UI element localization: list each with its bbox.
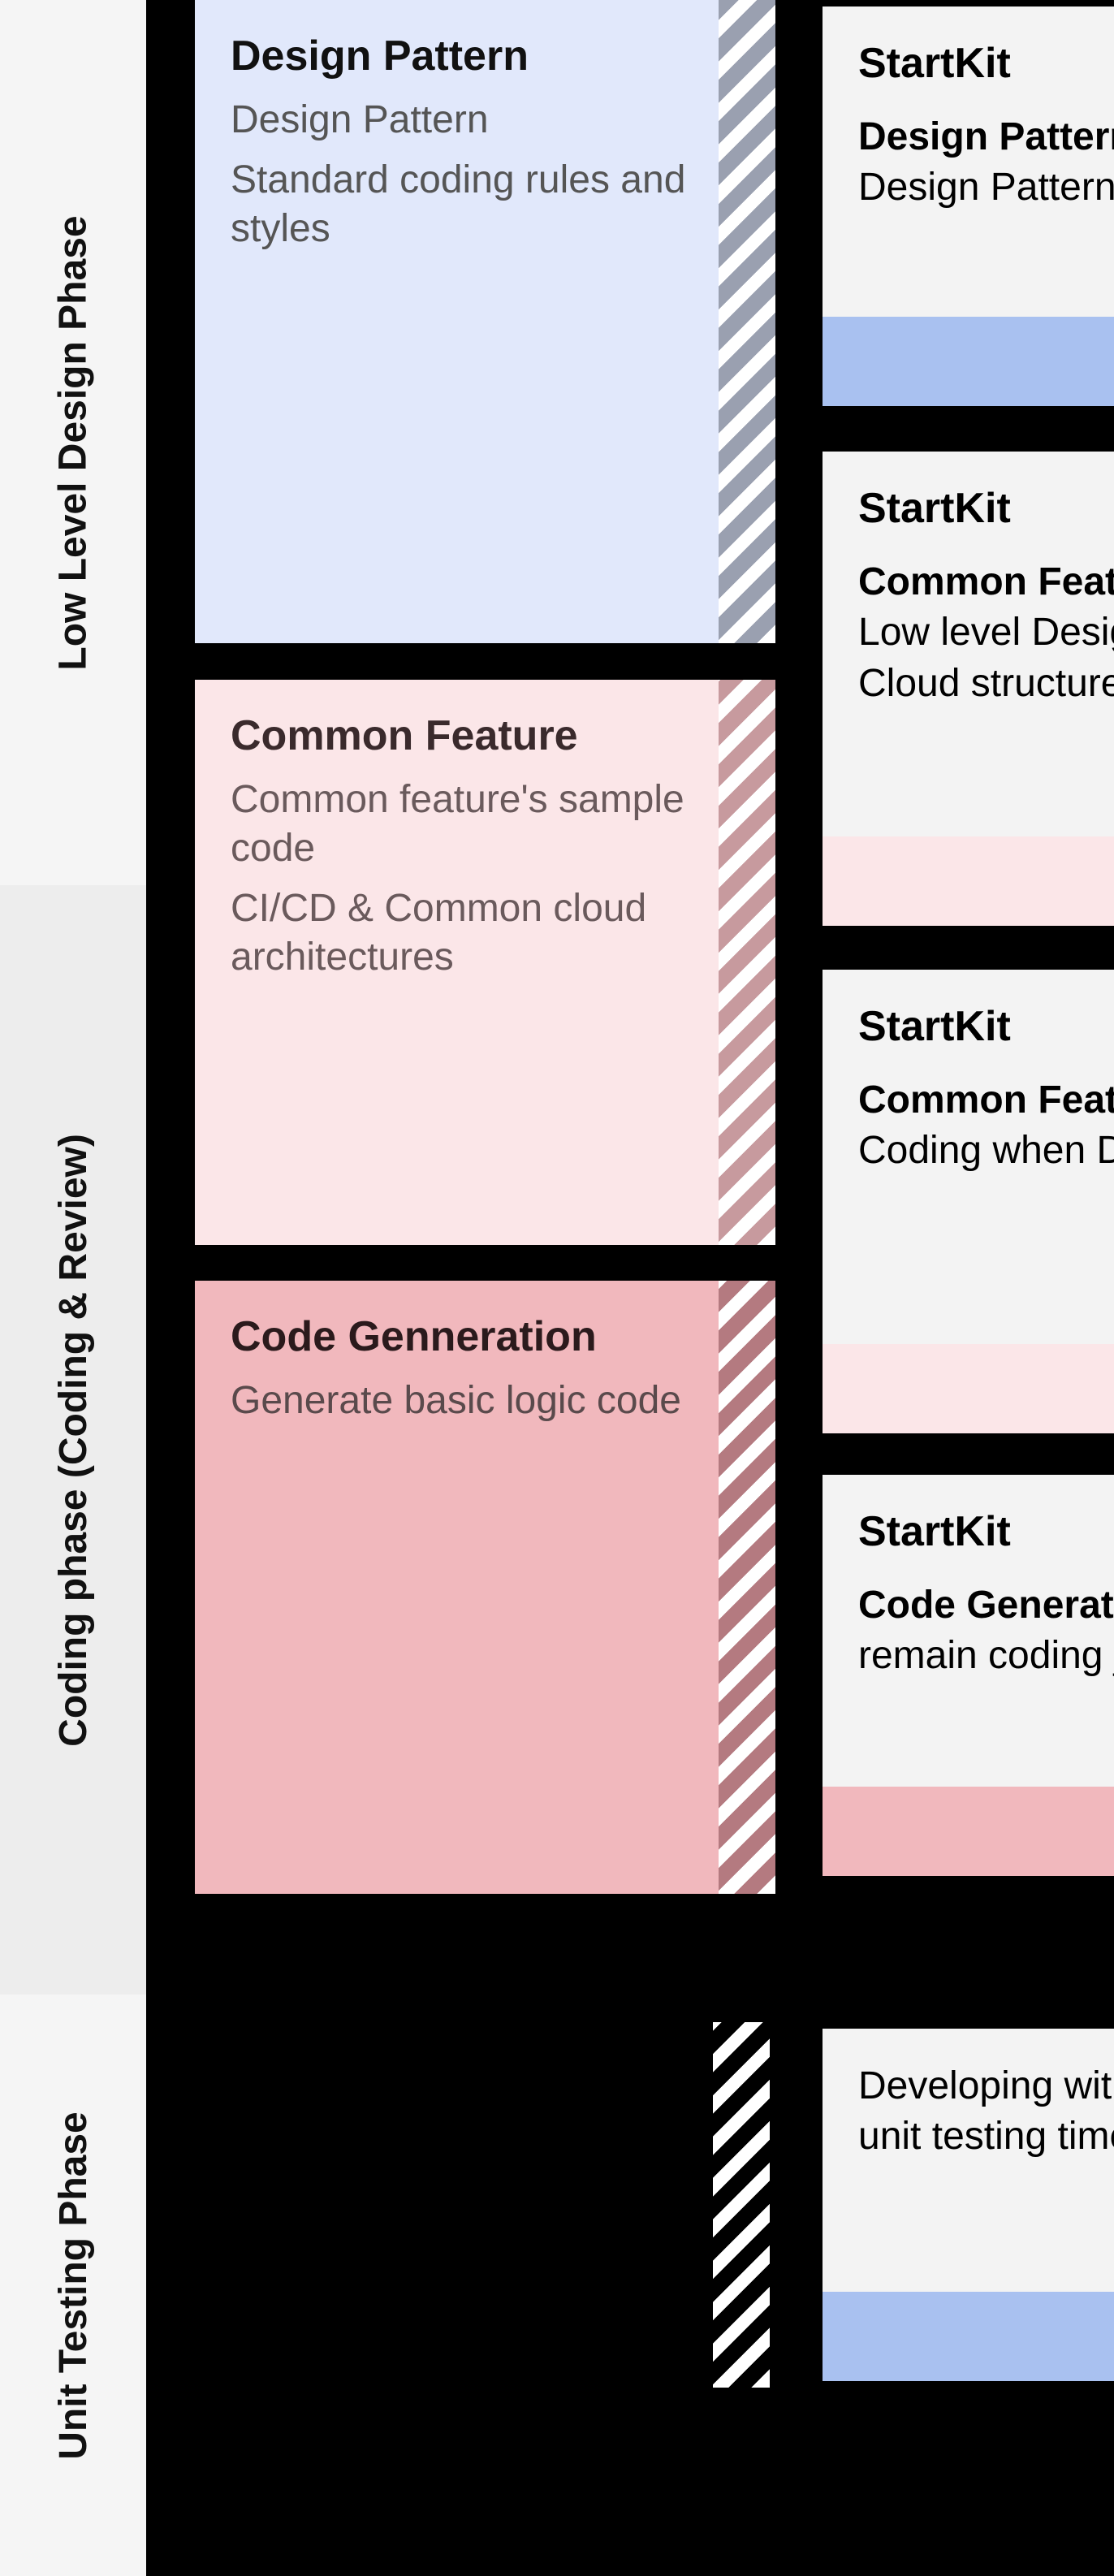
hatch-strip [719,0,775,643]
percent-bar: 30% [823,317,1114,406]
card-design-pattern: Design Pattern Design Pattern Standard c… [195,0,775,643]
info-common-feature-lld: StartKit Common Feature will cover 30% L… [816,445,1114,932]
info-code-generation: StartKit Code Generation will cover 30% … [816,1468,1114,1882]
phase-label: Low Level Design Phase [51,215,96,670]
card-line: CI/CD & Common cloud architectures [231,884,740,982]
info-body: Developing with StartKit will reduce uni… [858,2061,1114,2163]
rail-divider [146,0,153,2576]
hatch-strip-unit-testing [713,2022,770,2388]
phase-rail-unit-testing: Unit Testing Phase [0,1995,146,2576]
percent-bar: 30% [823,2292,1114,2381]
percent-bar: 30% [823,836,1114,926]
hatch-strip [719,680,775,1245]
info-title: StartKit [858,1507,1114,1556]
percent-bar: 30% [823,1344,1114,1433]
card-line: Design Pattern [231,96,740,145]
info-unit-testing: Developing with StartKit will reduce uni… [816,2022,1114,2388]
phase-rail-coding: Coding phase (Coding & Review) [0,885,146,1995]
card-title: Common Feature [231,712,740,761]
percent-bar: 30% [823,1787,1114,1876]
info-body: Design Pattern will cover 30% of Design … [858,112,1114,214]
card-line: Standard coding rules and styles [231,156,740,253]
info-body: Common Feature will cover 30% of Coding … [858,1075,1114,1177]
card-title: Code Genneration [231,1313,740,1362]
info-title: StartKit [858,484,1114,533]
phase-label: Unit Testing Phase [51,2111,96,2460]
card-code-generation: Code Genneration Generate basic logic co… [195,1281,775,1894]
card-common-feature: Common Feature Common feature's sample c… [195,680,775,1245]
info-common-feature-coding: StartKit Common Feature will cover 30% o… [816,963,1114,1440]
phase-rail-low-level-design: Low Level Design Phase [0,0,146,885]
card-title: Design Pattern [231,32,740,81]
info-body: Code Generation will cover 30% of remain… [858,1580,1114,1682]
card-line: Common feature's sample code [231,776,740,873]
info-title: StartKit [858,39,1114,88]
info-title: StartKit [858,1002,1114,1051]
phase-label: Coding phase (Coding & Review) [51,1134,96,1747]
hatch-strip [719,1281,775,1894]
card-line: Generate basic logic code [231,1377,740,1425]
info-body: Common Feature will cover 30% Low level … [858,557,1114,709]
info-design-pattern: StartKit Design Pattern will cover 30% o… [816,0,1114,413]
